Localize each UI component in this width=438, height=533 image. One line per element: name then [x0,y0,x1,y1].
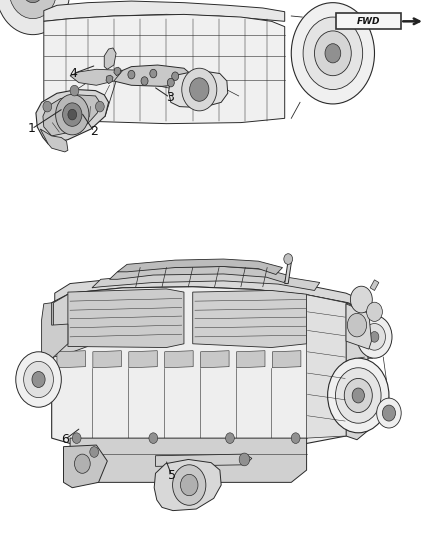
Polygon shape [201,351,229,368]
Polygon shape [154,459,221,511]
Circle shape [352,388,364,403]
Text: 5: 5 [168,469,176,482]
Circle shape [74,454,90,473]
Polygon shape [52,287,346,448]
Circle shape [150,69,157,78]
Polygon shape [55,277,368,312]
Polygon shape [44,1,285,21]
Polygon shape [43,95,100,136]
Text: 2: 2 [90,125,98,138]
Circle shape [172,72,179,80]
Circle shape [32,372,45,387]
Polygon shape [346,304,371,349]
Circle shape [328,358,389,433]
Circle shape [167,78,174,87]
Circle shape [9,0,57,19]
Circle shape [95,101,104,112]
Polygon shape [285,260,292,284]
Circle shape [350,286,372,313]
Polygon shape [104,48,116,69]
Circle shape [173,465,206,505]
Polygon shape [0,192,438,533]
Polygon shape [106,75,113,84]
Circle shape [303,17,363,90]
Polygon shape [129,351,157,368]
Circle shape [367,302,382,321]
Polygon shape [370,280,379,290]
Polygon shape [110,266,289,282]
Circle shape [63,103,82,126]
Polygon shape [307,295,346,438]
Polygon shape [272,351,301,368]
Circle shape [56,94,89,135]
Polygon shape [114,67,121,76]
Polygon shape [237,351,265,368]
Polygon shape [44,14,285,124]
Polygon shape [308,351,337,368]
Circle shape [149,433,158,443]
Circle shape [370,332,379,342]
Text: 6: 6 [61,433,69,446]
Circle shape [239,453,250,466]
Circle shape [357,316,392,358]
Circle shape [128,70,135,79]
Circle shape [68,109,77,120]
Circle shape [314,31,351,76]
Polygon shape [169,70,228,108]
Circle shape [291,433,300,443]
Polygon shape [155,454,252,466]
Polygon shape [117,259,283,274]
Circle shape [141,77,148,85]
Polygon shape [68,289,184,348]
Circle shape [70,85,79,96]
Polygon shape [93,351,121,368]
Circle shape [325,44,341,63]
Polygon shape [70,69,123,85]
Circle shape [16,352,61,407]
Circle shape [291,3,374,104]
Text: FWD: FWD [357,17,380,26]
Circle shape [90,447,99,457]
Polygon shape [40,129,68,152]
Circle shape [377,398,401,428]
Circle shape [72,433,81,443]
Circle shape [43,101,52,112]
Polygon shape [165,351,193,368]
Polygon shape [70,438,307,482]
Text: 1: 1 [28,123,35,135]
Circle shape [22,0,44,3]
Polygon shape [53,292,88,357]
Circle shape [0,0,70,35]
Circle shape [190,78,209,101]
Polygon shape [0,0,438,160]
Circle shape [347,313,367,337]
Circle shape [336,368,381,423]
Polygon shape [57,351,85,368]
Circle shape [382,405,396,421]
Circle shape [182,68,217,111]
Circle shape [226,433,234,443]
Polygon shape [114,65,193,86]
Polygon shape [193,290,307,348]
FancyBboxPatch shape [336,13,401,29]
Circle shape [284,254,293,264]
Circle shape [24,361,53,398]
Text: 4: 4 [70,67,78,80]
Circle shape [364,324,385,350]
Polygon shape [92,273,320,290]
Polygon shape [36,90,109,144]
Circle shape [180,474,198,496]
Polygon shape [346,303,368,440]
Circle shape [344,378,372,413]
Polygon shape [64,445,107,488]
Polygon shape [42,303,68,368]
Text: 3: 3 [166,91,174,104]
